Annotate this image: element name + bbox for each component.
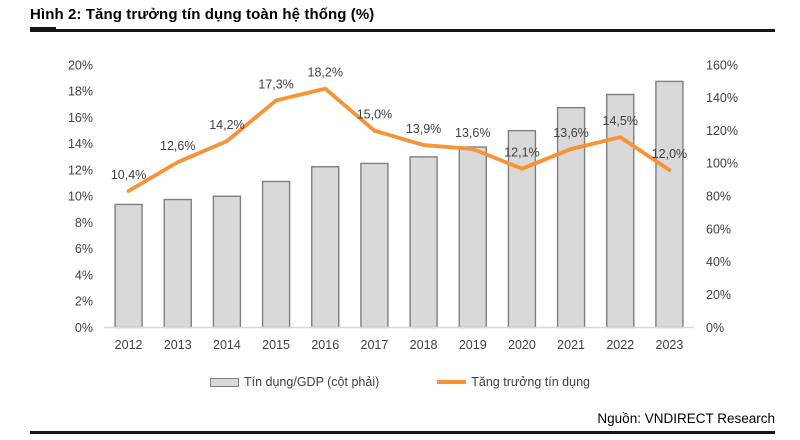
line-data-label: 18,2% bbox=[308, 66, 343, 80]
x-axis-label: 2021 bbox=[557, 338, 585, 352]
left-axis-tick: 16% bbox=[68, 111, 93, 125]
left-axis-tick: 8% bbox=[75, 216, 93, 230]
bar-series-swatch bbox=[210, 377, 239, 387]
line-data-label: 12,1% bbox=[504, 146, 539, 160]
line-data-label: 14,5% bbox=[603, 114, 638, 128]
bar-credit-gdp bbox=[556, 106, 586, 329]
x-axis-label: 2015 bbox=[262, 338, 290, 352]
left-axis-tick: 4% bbox=[75, 268, 93, 282]
right-axis-tick: 60% bbox=[706, 222, 731, 236]
x-axis-label: 2020 bbox=[508, 338, 536, 352]
right-axis-tick: 40% bbox=[706, 255, 731, 269]
left-axis-tick: 12% bbox=[68, 163, 93, 177]
line-series-swatch bbox=[437, 380, 467, 384]
x-axis-label: 2023 bbox=[656, 338, 684, 352]
bar-credit-gdp bbox=[360, 162, 389, 329]
bar-credit-gdp bbox=[114, 203, 143, 329]
line-data-label: 10,4% bbox=[111, 168, 146, 182]
right-axis-tick: 140% bbox=[706, 91, 738, 105]
left-axis-tick: 0% bbox=[75, 321, 93, 335]
x-axis-label: 2018 bbox=[410, 338, 438, 352]
bar-credit-gdp bbox=[507, 129, 537, 329]
bottom-rule bbox=[30, 431, 775, 434]
left-axis-tick: 2% bbox=[75, 295, 93, 309]
legend-label-credit-growth: Tăng trưởng tín dụng bbox=[471, 375, 590, 389]
right-axis-tick: 100% bbox=[706, 157, 738, 171]
right-axis-tick: 0% bbox=[706, 321, 724, 335]
legend-item-credit-gdp: Tín dụng/GDP (cột phải) bbox=[210, 375, 379, 389]
left-axis-tick: 18% bbox=[68, 85, 93, 99]
bar-credit-gdp bbox=[655, 80, 684, 329]
left-axis-tick: 20% bbox=[68, 58, 93, 72]
right-axis-tick: 20% bbox=[706, 288, 731, 302]
title-rule bbox=[30, 27, 775, 32]
line-data-label: 13,6% bbox=[455, 126, 490, 140]
bar-credit-gdp bbox=[261, 180, 291, 329]
left-axis-tick: 10% bbox=[68, 190, 93, 204]
source-note: Nguồn: VNDIRECT Research bbox=[597, 411, 775, 426]
line-data-label: 12,0% bbox=[652, 147, 687, 161]
left-axis-tick: 14% bbox=[68, 137, 93, 151]
bar-credit-gdp bbox=[458, 146, 487, 329]
bar-credit-gdp bbox=[606, 93, 635, 329]
legend-label-credit-gdp: Tín dụng/GDP (cột phải) bbox=[244, 375, 380, 389]
x-axis-label: 2019 bbox=[459, 338, 487, 352]
line-credit-growth bbox=[126, 86, 672, 193]
right-axis-tick: 120% bbox=[706, 124, 738, 138]
bar-credit-gdp bbox=[212, 195, 242, 329]
x-axis-label: 2013 bbox=[164, 338, 192, 352]
chart-legend: Tín dụng/GDP (cột phải) Tăng trưởng tín … bbox=[0, 375, 800, 389]
right-axis-tick: 160% bbox=[706, 58, 738, 72]
line-data-label: 13,9% bbox=[406, 122, 441, 136]
bar-credit-gdp bbox=[163, 198, 192, 329]
x-axis-label: 2012 bbox=[115, 338, 143, 352]
x-axis-label: 2022 bbox=[606, 338, 634, 352]
figure-title: Hình 2: Tăng trưởng tín dụng toàn hệ thố… bbox=[30, 6, 375, 23]
x-axis-label: 2014 bbox=[213, 338, 241, 352]
bar-credit-gdp bbox=[311, 166, 340, 329]
line-data-label: 13,6% bbox=[553, 126, 588, 140]
left-axis-tick: 6% bbox=[75, 242, 93, 256]
line-data-label: 12,6% bbox=[160, 139, 195, 153]
line-data-label: 15,0% bbox=[357, 108, 392, 122]
legend-item-credit-growth: Tăng trưởng tín dụng bbox=[437, 375, 590, 389]
x-axis-label: 2016 bbox=[311, 338, 339, 352]
line-data-label: 14,2% bbox=[209, 118, 244, 132]
x-axis-label: 2017 bbox=[361, 338, 389, 352]
line-data-label: 17,3% bbox=[258, 77, 293, 91]
right-axis-tick: 80% bbox=[706, 190, 731, 204]
bar-credit-gdp bbox=[409, 156, 438, 329]
